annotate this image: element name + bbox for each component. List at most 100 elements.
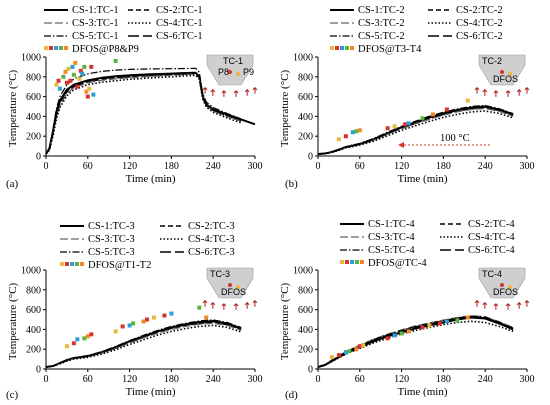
y-tick-label: 400 bbox=[298, 112, 313, 123]
dfos-point bbox=[145, 317, 150, 322]
y-tick-label: 800 bbox=[26, 285, 41, 296]
x-tick-label: 240 bbox=[206, 161, 221, 172]
dfos-point bbox=[406, 329, 411, 334]
legend-label: CS-1:TC-2 bbox=[358, 5, 405, 16]
dfos-point bbox=[465, 315, 470, 320]
x-axis-label: Time (min) bbox=[397, 173, 447, 185]
legend-swatch bbox=[350, 46, 354, 50]
chart-panel-4: 0 200 400 600 800 1000 0 60 120 180 240 300 Time (mi… bbox=[279, 219, 535, 401]
inset-label: TC-3 bbox=[210, 269, 230, 279]
series-line-CS-4:TC-4 bbox=[317, 320, 514, 368]
dfos-point bbox=[329, 355, 334, 360]
legend-label: CS-6:TC-1 bbox=[156, 31, 203, 42]
panel-label: (d) bbox=[285, 389, 298, 401]
series-line-CS-6:TC-4 bbox=[317, 316, 514, 368]
x-tick-label: 120 bbox=[122, 161, 137, 172]
legend-label: CS-3:TC-2 bbox=[358, 18, 405, 29]
inset-label: TC-1 bbox=[223, 56, 243, 66]
x-tick-label: 300 bbox=[520, 161, 535, 172]
y-axis-label: Temperature (°C) bbox=[7, 283, 19, 361]
y-tick-label: 1000 bbox=[293, 266, 313, 277]
legend-swatch bbox=[65, 262, 69, 266]
y-tick-label: 600 bbox=[298, 92, 313, 103]
x-tick-label: 300 bbox=[520, 374, 535, 385]
sensor-point bbox=[236, 285, 240, 289]
legend-label: CS-6:TC-2 bbox=[456, 31, 503, 42]
dfos-point bbox=[64, 80, 69, 85]
heat-arrow bbox=[252, 87, 258, 94]
dfos-point bbox=[70, 64, 75, 69]
dfos-point bbox=[82, 64, 87, 69]
series-line-CS-2:TC-1 bbox=[45, 72, 242, 155]
series-line-CS-6:TC-2 bbox=[317, 106, 514, 155]
y-tick-label: 200 bbox=[26, 345, 41, 356]
inset-label: TC-2 bbox=[482, 56, 502, 66]
dfos-point bbox=[427, 323, 432, 328]
legend-swatch bbox=[340, 46, 344, 50]
cross-section-inset: TC-3 DFOS bbox=[202, 267, 258, 310]
y-tick-label: 600 bbox=[298, 305, 313, 316]
dfos-point bbox=[420, 116, 425, 121]
y-tick-label: 800 bbox=[26, 72, 41, 83]
heat-arrow bbox=[524, 87, 530, 94]
dfos-point bbox=[89, 64, 94, 69]
legend: CS-1:TC-4 CS-2:TC-4 CS-3:TC-4 CS-4:TC-4 CS-5… bbox=[340, 219, 515, 269]
series-line-CS-3:TC-4 bbox=[317, 315, 514, 368]
cross-section-inset: TC-4 DFOS bbox=[474, 267, 530, 310]
series-line-CS-5:TC-1 bbox=[45, 67, 242, 155]
y-tick-label: 200 bbox=[26, 132, 41, 143]
panel-label: (b) bbox=[285, 178, 298, 190]
legend-label: CS-2:TC-4 bbox=[468, 219, 515, 230]
dfos-point bbox=[85, 334, 90, 339]
dfos-point bbox=[444, 107, 449, 112]
legend-label: DFOS@T1-T2 bbox=[88, 260, 151, 271]
x-tick-label: 240 bbox=[478, 374, 493, 385]
y-tick-label: 400 bbox=[26, 112, 41, 123]
series-line-CS-4:TC-3 bbox=[45, 324, 242, 368]
heat-arrow bbox=[474, 87, 480, 94]
thermocouple-point bbox=[500, 283, 504, 287]
heat-arrow bbox=[516, 302, 522, 309]
series-line-CS-6:TC-1 bbox=[45, 72, 242, 155]
heat-arrow bbox=[482, 302, 488, 309]
legend-swatch bbox=[360, 260, 364, 264]
annotation-arrow bbox=[398, 142, 404, 148]
legend-label: CS-1:TC-4 bbox=[368, 219, 415, 230]
dfos-point bbox=[71, 72, 76, 77]
heat-arrow bbox=[221, 303, 227, 310]
heat-arrow bbox=[233, 90, 239, 97]
dfos-point bbox=[54, 82, 59, 87]
legend-swatch bbox=[335, 46, 339, 50]
legend-swatch bbox=[54, 46, 58, 50]
dfos-point bbox=[89, 332, 94, 337]
dfos-point bbox=[66, 66, 71, 71]
heat-arrow bbox=[252, 300, 258, 307]
heat-arrow bbox=[202, 87, 208, 94]
y-axis-label: Temperature (°C) bbox=[7, 70, 19, 148]
legend: CS-1:TC-3 CS-2:TC-3 CS-3:TC-3 CS-4:TC-3 CS-5… bbox=[60, 221, 235, 271]
legend-label: CS-5:TC-2 bbox=[358, 31, 405, 42]
y-tick-label: 0 bbox=[36, 152, 41, 163]
dfos-point bbox=[343, 134, 348, 139]
x-tick-label: 60 bbox=[355, 374, 365, 385]
legend-label: CS-6:TC-3 bbox=[188, 247, 235, 258]
y-tick-label: 200 bbox=[298, 345, 313, 356]
dfos-point bbox=[354, 129, 359, 134]
heat-arrow bbox=[202, 300, 208, 307]
x-tick-label: 60 bbox=[83, 374, 93, 385]
dfos-point bbox=[113, 58, 118, 63]
series-line-CS-5:TC-3 bbox=[45, 319, 242, 368]
heat-arrow bbox=[233, 303, 239, 310]
dfos-point bbox=[336, 353, 341, 358]
heat-arrow bbox=[493, 303, 499, 310]
x-axis-label: Time (min) bbox=[125, 386, 175, 398]
y-tick-label: 400 bbox=[26, 325, 41, 336]
dfos-point bbox=[80, 71, 85, 76]
dfos-point bbox=[399, 331, 404, 336]
legend-label: DFOS@T3-T4 bbox=[358, 44, 422, 55]
y-tick-label: 400 bbox=[298, 325, 313, 336]
dfos-point bbox=[85, 94, 90, 99]
legend-label: CS-3:TC-4 bbox=[368, 232, 415, 243]
panel-label: (c) bbox=[6, 389, 19, 401]
